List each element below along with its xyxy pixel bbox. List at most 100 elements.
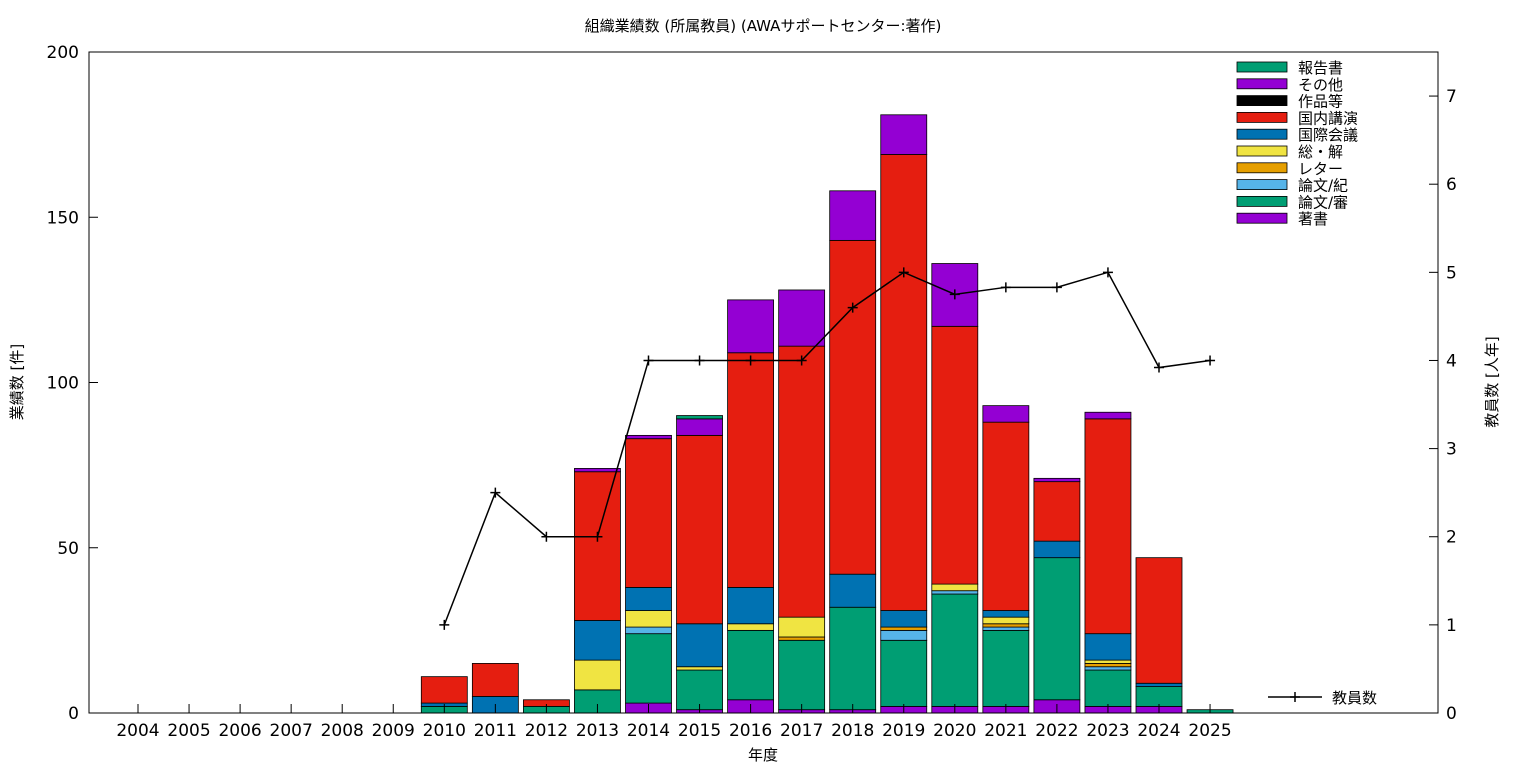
bar-2014-総-解 <box>625 610 672 628</box>
bar-2015-国内講演 <box>676 434 723 625</box>
bar-2023-国際会議 <box>1084 633 1132 661</box>
bar-2023-総-解 <box>1084 659 1132 664</box>
bar-2020-総-解 <box>931 583 979 592</box>
bar-2022-国内講演 <box>1033 481 1081 542</box>
bar-2024-国内講演 <box>1135 557 1183 684</box>
bar-2023-その他 <box>1084 411 1132 420</box>
legend-label-その他: その他 <box>1298 76 1343 94</box>
bar-2016-総-解 <box>727 623 774 631</box>
y2-axis-label: 教員数 [人年] <box>1483 336 1501 427</box>
legend-swatch-国内講演 <box>1236 112 1288 123</box>
x-tick-label-2004: 2004 <box>116 721 159 741</box>
line-point-2017 <box>796 355 807 366</box>
x-tick-label-2017: 2017 <box>780 721 823 741</box>
bar-2021-国際会議 <box>982 610 1030 618</box>
bar-2024-論文-審 <box>1135 686 1183 707</box>
line-point-2013 <box>592 531 603 542</box>
x-tick-label-2025: 2025 <box>1188 721 1231 741</box>
y-tick-label-50: 50 <box>57 539 79 559</box>
x-tick-label-2014: 2014 <box>627 721 670 741</box>
bar-2019-国内講演 <box>880 154 928 611</box>
bar-2019-論文-審 <box>880 639 928 707</box>
y-axis-label: 業績数 [件] <box>8 344 26 420</box>
y2-tick-label-0: 0 <box>1446 704 1457 724</box>
legend-swatch-報告書 <box>1236 61 1288 73</box>
y-tick-label-0: 0 <box>68 704 79 724</box>
bar-2016-その他 <box>727 299 774 354</box>
line-point-2012 <box>541 531 552 542</box>
x-tick-label-2008: 2008 <box>321 721 364 741</box>
legend-swatch-論文-紀 <box>1236 179 1288 191</box>
bar-2015-報告書 <box>676 415 723 420</box>
legend-label-総-解: 総・解 <box>1298 143 1343 161</box>
bar-2018-国内講演 <box>829 239 877 575</box>
bar-2017-国内講演 <box>778 345 826 618</box>
y2-tick-label-4: 4 <box>1446 351 1457 371</box>
bar-2019-レター <box>880 626 928 631</box>
line-layer <box>439 267 1216 630</box>
bar-2016-論文-審 <box>727 629 774 701</box>
bar-2014-論文-審 <box>625 633 672 704</box>
x-tick-label-2006: 2006 <box>218 721 261 741</box>
bar-2017-論文-審 <box>778 639 826 711</box>
x-tick-label-2021: 2021 <box>984 721 1027 741</box>
bar-2023-レター <box>1084 663 1132 668</box>
bar-2017-総-解 <box>778 616 826 638</box>
bar-2014-国内講演 <box>625 438 672 588</box>
line-point-2011 <box>490 487 501 498</box>
legend-label-論文-審: 論文/審 <box>1298 193 1348 211</box>
line-point-2016 <box>745 355 756 366</box>
bar-2018-国際会議 <box>829 573 877 608</box>
line-point-2018 <box>847 302 858 313</box>
bar-2021-総-解 <box>982 616 1030 625</box>
bar-2023-論文-紀 <box>1084 666 1132 671</box>
line-point-2020 <box>949 289 960 300</box>
y2-tick-label-5: 5 <box>1446 263 1457 283</box>
y-tick-label-150: 150 <box>47 208 79 228</box>
axes-layer: 0 50 100 150 200 0 1 2 3 4 5 6 7 2004 2005 2006 2007 2008… <box>47 43 1457 741</box>
line-point-2014 <box>643 355 654 366</box>
y2-tick-label-6: 6 <box>1446 175 1457 195</box>
legend-swatch-レター <box>1236 162 1288 174</box>
bars-layer <box>420 114 1234 714</box>
x-tick-label-2007: 2007 <box>270 721 313 741</box>
bar-2018-その他 <box>829 190 877 241</box>
line-point-2025 <box>1205 355 1216 366</box>
x-axis-label: 年度 <box>748 746 778 764</box>
bar-2010-国内講演 <box>420 676 468 704</box>
bar-2013-国内講演 <box>574 471 621 621</box>
line-teachers <box>443 271 1211 626</box>
x-tick-label-2005: 2005 <box>167 721 210 741</box>
bar-2011-国内講演 <box>471 663 519 697</box>
bar-2024-国際会議 <box>1135 682 1183 687</box>
legend-swatch-国際会議 <box>1236 128 1288 140</box>
x-tick-label-2009: 2009 <box>372 721 415 741</box>
line-point-2021 <box>1000 282 1011 293</box>
bar-2022-国際会議 <box>1033 540 1081 559</box>
bar-2022-論文-審 <box>1033 557 1081 701</box>
bar-2019-その他 <box>880 114 928 155</box>
bar-2020-論文-審 <box>931 593 979 707</box>
x-tick-label-2022: 2022 <box>1035 721 1078 741</box>
bar-2021-レター <box>982 623 1030 628</box>
x-tick-label-2018: 2018 <box>831 721 874 741</box>
bar-2021-国内講演 <box>982 421 1030 611</box>
line-point-2015 <box>694 355 705 366</box>
bar-2020-論文-紀 <box>931 590 979 595</box>
x-tick-label-2012: 2012 <box>525 721 568 741</box>
bar-2013-総-解 <box>574 659 621 691</box>
y-tick-label-200: 200 <box>47 43 79 63</box>
y2-tick-label-3: 3 <box>1446 440 1457 460</box>
bar-2019-国際会議 <box>880 610 928 628</box>
bar-2013-国際会議 <box>574 620 621 661</box>
legend-label-著書: 著書 <box>1298 210 1328 228</box>
x-tick-label-2013: 2013 <box>576 721 619 741</box>
bar-2021-論文-審 <box>982 629 1030 707</box>
bar-2015-総-解 <box>676 666 723 671</box>
x-tick-label-2024: 2024 <box>1137 721 1180 741</box>
bar-2014-国際会議 <box>625 587 672 611</box>
bar-2017-レター <box>778 636 826 641</box>
legend-label-報告書: 報告書 <box>1298 59 1343 77</box>
x-tick-label-2023: 2023 <box>1086 721 1129 741</box>
